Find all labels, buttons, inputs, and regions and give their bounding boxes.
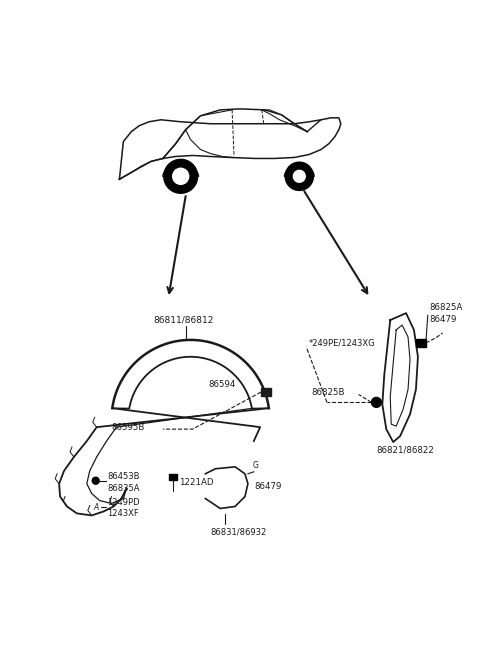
Text: 86453B: 86453B (108, 472, 140, 481)
Polygon shape (285, 162, 313, 191)
Circle shape (92, 477, 99, 484)
Circle shape (293, 170, 305, 182)
Text: 86831/86932: 86831/86932 (210, 528, 266, 537)
Text: 86825B: 86825B (311, 388, 345, 397)
Text: 86479: 86479 (255, 482, 282, 491)
Text: 1249PD: 1249PD (108, 498, 140, 507)
Text: 1243XF: 1243XF (108, 509, 139, 518)
Bar (169, 474, 177, 480)
Text: 86479: 86479 (430, 315, 457, 324)
Circle shape (173, 168, 189, 185)
Text: 86594: 86594 (208, 380, 236, 389)
Polygon shape (164, 160, 198, 193)
Circle shape (372, 397, 381, 407)
Text: 1221AD: 1221AD (179, 478, 213, 487)
Text: 86835A: 86835A (108, 484, 140, 493)
Text: 86811/86812: 86811/86812 (153, 315, 214, 325)
Text: 86825A: 86825A (430, 303, 463, 311)
Text: 86595B: 86595B (111, 422, 145, 432)
Text: G: G (253, 461, 259, 470)
Text: *249PE/1243XG: *249PE/1243XG (309, 338, 376, 348)
Bar (416, 339, 426, 347)
Text: 86821/86822: 86821/86822 (376, 445, 434, 455)
Bar (261, 388, 271, 396)
Text: A: A (94, 503, 99, 512)
